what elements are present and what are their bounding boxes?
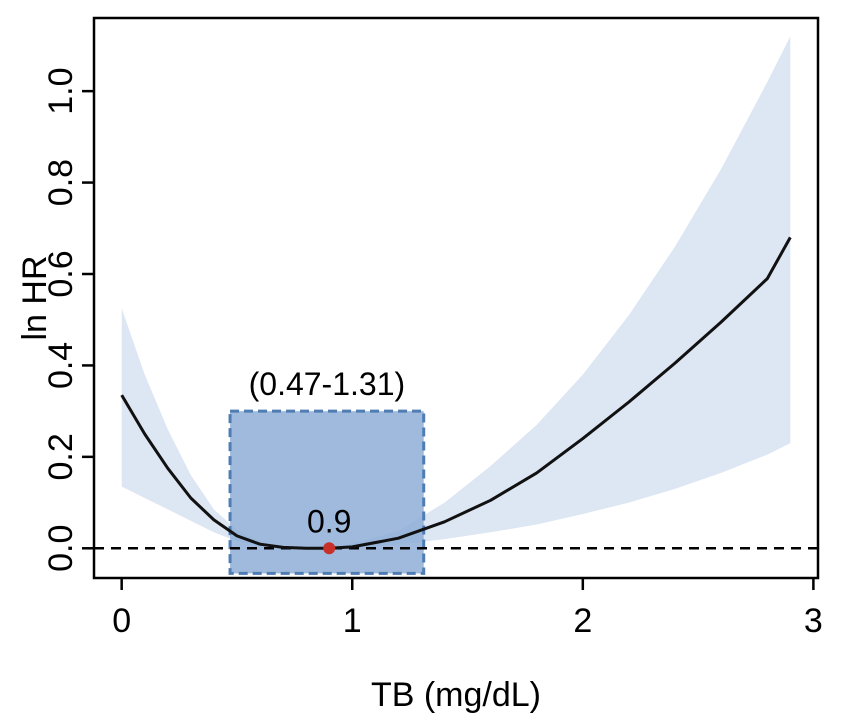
- y-tick-label: 0.6: [42, 250, 80, 297]
- series-line: [120, 236, 792, 550]
- y-tick-label: 0.8: [42, 159, 80, 206]
- plot-frame: [92, 16, 820, 580]
- range-label: (0.47-1.31): [249, 366, 406, 402]
- axes: 0 1 2 3 0.0 0.2 0.4 0.6 0.8 1.0: [42, 68, 823, 640]
- y-tick-label: 0.2: [42, 433, 80, 480]
- x-tick-label: 2: [573, 602, 592, 640]
- y-tick-label: 1.0: [42, 68, 80, 115]
- point-label: 0.9: [307, 503, 351, 539]
- x-axis-title: TB (mg/dL): [371, 676, 541, 714]
- x-tick-label: 0: [112, 602, 131, 640]
- y-tick-label: 0.0: [42, 525, 80, 572]
- plot-area: [94, 36, 818, 575]
- x-tick-label: 1: [343, 602, 362, 640]
- confidence-band: [121, 36, 791, 549]
- optimal-point: [323, 542, 336, 555]
- y-tick-label: 0.4: [42, 342, 80, 389]
- x-tick-label: 3: [804, 602, 823, 640]
- y-axis-title: ln HR: [16, 255, 54, 340]
